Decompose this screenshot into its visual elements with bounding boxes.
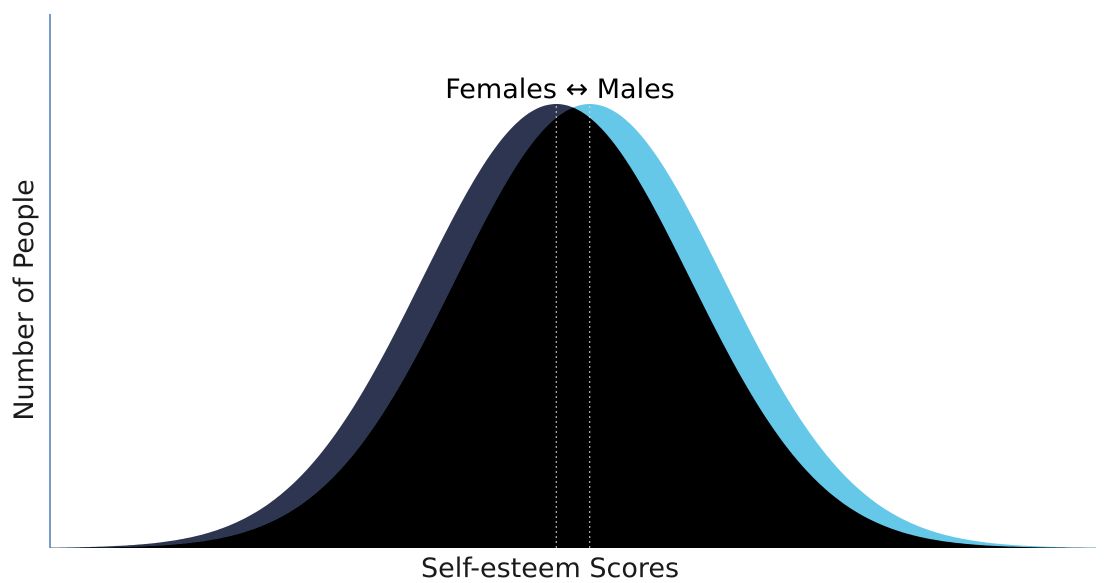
group-comparison-annotation: Females ↔ Males [445, 74, 675, 105]
x-axis-title: Self-esteem Scores [421, 553, 679, 583]
plot-area [50, 104, 1096, 549]
area-overlap [50, 107, 1096, 549]
y-axis-title: Number of People [9, 179, 40, 420]
